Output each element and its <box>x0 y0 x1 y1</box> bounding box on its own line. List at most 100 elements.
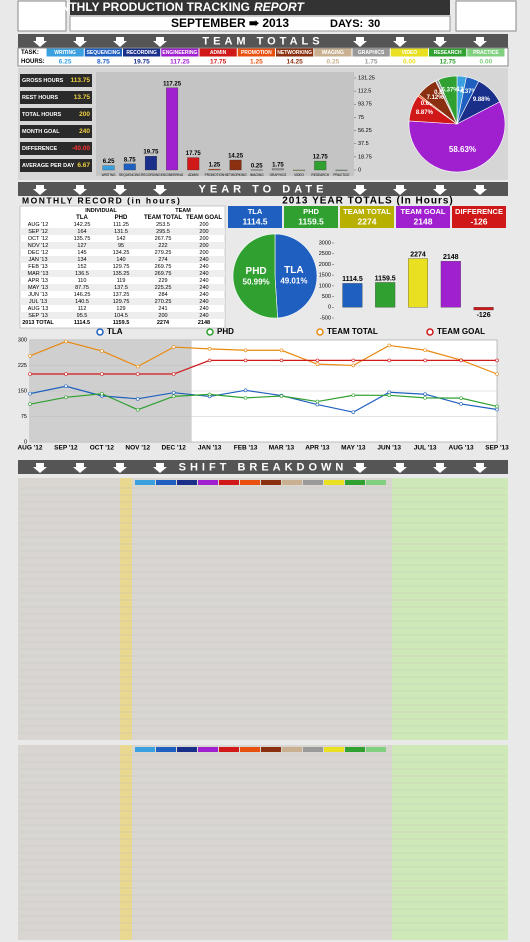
y-tick-label: 75 <box>21 414 27 420</box>
y-tick-label: 500 <box>322 294 331 300</box>
x-tick-label: JUL '13 <box>414 445 437 452</box>
bar <box>144 156 157 171</box>
banner-arrow <box>33 463 47 473</box>
banner-arrow <box>33 185 47 195</box>
series-point <box>28 354 32 358</box>
stat-value: 113.75 <box>70 77 90 84</box>
series-point <box>64 339 68 344</box>
slice-label: 50.99% <box>243 278 270 287</box>
series-point <box>495 404 499 409</box>
banner-arrow <box>433 37 447 47</box>
table-cell: 240 <box>199 257 208 263</box>
legend-label: PHD <box>217 327 234 336</box>
series-point <box>351 363 356 368</box>
total-value: 1159.5 <box>298 216 324 226</box>
table-cell: 240 <box>199 264 208 270</box>
bar <box>293 169 306 171</box>
series-point <box>243 396 248 400</box>
table-cell: 137.5 <box>114 285 128 291</box>
bar-value-label: 1114.5 <box>342 276 363 283</box>
y-tick-label: 150 <box>18 388 27 394</box>
series-point <box>351 358 356 363</box>
legend-label: TEAM GOAL <box>437 327 485 336</box>
days-value: 30 <box>368 18 380 30</box>
banner-arrow <box>353 185 367 195</box>
series-point <box>171 390 176 395</box>
bar-value-label: 14.25 <box>228 154 244 160</box>
task-cell <box>390 48 428 57</box>
shift-col-header <box>135 480 155 485</box>
column-header: PHD <box>115 215 128 221</box>
bar <box>123 163 136 171</box>
pie-slice <box>232 233 278 319</box>
series-line <box>29 393 498 411</box>
table-cell: JUN '13 <box>28 292 47 298</box>
series-point <box>100 372 104 376</box>
series-point <box>423 348 427 352</box>
row-stripe <box>20 228 225 235</box>
row-stripe <box>20 284 225 291</box>
bar-value-label: 0.25 <box>251 163 263 169</box>
table-cell: 200 <box>199 250 208 256</box>
series-point <box>423 392 427 397</box>
series-point <box>64 384 68 389</box>
shift-col-header <box>366 480 386 485</box>
banner-arrow <box>73 37 87 47</box>
shift-col-header <box>366 747 386 752</box>
banner-arrow <box>473 185 487 195</box>
table-cell: FEB '13 <box>28 264 47 270</box>
table-cell: 129 <box>116 306 125 312</box>
bar <box>335 169 348 171</box>
slice-name: PHD <box>246 266 267 277</box>
series-point <box>495 372 499 376</box>
task-name: GRAPHICS <box>358 50 385 56</box>
table-cell: MAR '13 <box>28 271 49 277</box>
x-tick-label: NOV '12 <box>125 445 150 452</box>
task-name: VIDEO <box>402 50 418 56</box>
series-point <box>28 402 32 406</box>
stat-row <box>20 91 92 104</box>
series-line <box>29 340 498 375</box>
stat-label: DIFFERENCE <box>22 146 57 152</box>
table-cell: 104.5 <box>114 313 128 319</box>
table-cell: 284 <box>158 292 167 298</box>
total-box <box>340 206 394 228</box>
table-cell: 119 <box>117 278 126 284</box>
shift-col-header <box>324 747 344 752</box>
task-hours: 8.75 <box>97 58 110 65</box>
banner-arrow <box>33 37 47 47</box>
title: MONTHLY PRODUCTION TRACKING <box>41 0 250 14</box>
table-cell: 240 <box>199 278 208 284</box>
column-header: TLA <box>76 215 88 221</box>
series-point <box>28 391 32 396</box>
slice-label: 49.01% <box>280 277 307 286</box>
banner-arrow <box>113 37 127 47</box>
series-point <box>387 343 392 348</box>
table-cell: 140 <box>116 257 125 263</box>
series-point <box>279 394 284 398</box>
task-cell <box>352 48 390 57</box>
x-tick-label: FEB '13 <box>234 445 258 452</box>
shift-notes <box>392 478 508 740</box>
bar <box>166 87 179 171</box>
section-title: YEAR TO DATE <box>199 183 328 195</box>
series-point <box>459 396 463 400</box>
x-tick-label: SEQUENCING <box>119 173 141 177</box>
table-cell: 200 <box>199 243 208 249</box>
table-cell: APR '13 <box>28 278 48 284</box>
task-cell <box>429 48 467 57</box>
stat-row <box>20 74 92 87</box>
table-cell: 135.75 <box>74 236 91 242</box>
pie-slice <box>274 233 318 319</box>
shift-col-header <box>156 747 176 752</box>
series-point <box>279 348 284 353</box>
shift-col-header <box>345 747 365 752</box>
series-point <box>207 392 212 397</box>
banner-arrow <box>433 185 447 195</box>
x-tick-label: JUN '13 <box>377 445 401 452</box>
table-cell: 134.25 <box>113 250 130 256</box>
table-cell: 134 <box>77 257 86 263</box>
table-cell: 129.75 <box>113 264 130 270</box>
slice-label: 8.87% <box>416 110 434 116</box>
